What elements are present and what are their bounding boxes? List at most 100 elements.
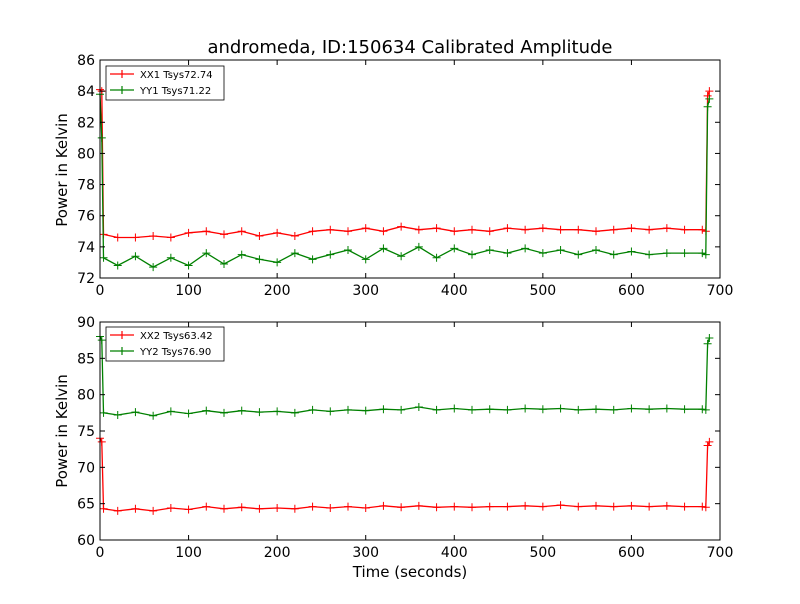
legend-label-xx1: XX1 Tsys72.74	[140, 70, 213, 81]
y-tick-label: 70	[77, 460, 95, 476]
data-point	[592, 227, 600, 236]
data-point	[202, 406, 211, 415]
data-point	[592, 245, 600, 254]
data-point	[397, 405, 406, 414]
y-tick-label: 78	[77, 178, 95, 194]
data-point	[379, 244, 388, 253]
data-point	[237, 406, 246, 415]
data-point	[131, 504, 140, 513]
data-point	[698, 502, 707, 511]
data-point	[556, 404, 565, 413]
data-point	[432, 503, 441, 512]
data-point	[326, 225, 335, 234]
series-layer	[96, 332, 714, 515]
data-point	[97, 336, 106, 345]
data-point	[705, 94, 714, 103]
x-tick-label: 400	[441, 283, 468, 299]
data-point	[273, 504, 282, 513]
data-point	[113, 411, 122, 420]
data-point	[237, 227, 246, 236]
data-point	[149, 231, 158, 240]
data-point	[290, 231, 299, 240]
data-point	[397, 252, 406, 261]
data-point	[131, 252, 140, 261]
y-tick-label: 85	[77, 351, 95, 367]
data-point	[432, 224, 441, 233]
data-point	[538, 224, 547, 233]
data-point	[414, 403, 423, 412]
data-point	[680, 405, 689, 414]
data-point	[273, 407, 282, 416]
data-point	[131, 233, 140, 242]
data-point	[485, 502, 494, 511]
data-point	[344, 502, 352, 511]
data-point	[662, 224, 671, 233]
data-point	[255, 231, 264, 240]
data-point	[698, 225, 707, 234]
data-point	[503, 224, 512, 233]
data-point	[326, 250, 335, 259]
data-point	[149, 506, 158, 515]
data-point	[397, 503, 406, 512]
data-point	[308, 255, 317, 264]
data-point	[99, 253, 108, 262]
data-point	[166, 504, 175, 513]
series-line-xx2	[99, 438, 710, 512]
data-point	[556, 225, 565, 234]
data-point	[450, 244, 459, 253]
data-point	[202, 249, 211, 258]
tick-layer: 0 100 200 300 400 500 600 700 72 74 76 78 80 82 84 86	[77, 53, 733, 299]
data-point	[184, 261, 193, 270]
y-tick-label: 74	[77, 240, 95, 256]
data-point	[99, 504, 108, 513]
x-tick-label: 700	[707, 545, 734, 561]
plot-frame	[99, 321, 721, 541]
y-tick-label: 65	[77, 497, 95, 513]
data-point	[184, 228, 193, 237]
data-point	[131, 408, 140, 417]
data-point	[503, 502, 512, 511]
x-tick-label: 700	[707, 283, 734, 299]
y-tick-label: 86	[77, 53, 95, 69]
data-point	[149, 411, 158, 420]
data-point	[521, 225, 530, 234]
data-point	[521, 244, 530, 253]
data-point	[592, 501, 600, 510]
subplot-bottom: Power in Kelvin Time (seconds) 0 100 200 30…	[53, 315, 733, 581]
data-point	[680, 225, 689, 234]
data-point	[344, 227, 352, 236]
chart-title: andromeda, ID:150634 Calibrated Amplitud…	[207, 37, 612, 58]
legend-label-yy2: YY2 Tsys76.90	[139, 347, 211, 358]
y-tick-label: 90	[77, 315, 95, 331]
data-point	[414, 225, 423, 234]
data-point	[627, 247, 636, 256]
legend-label-xx2: XX2 Tsys63.42	[140, 331, 213, 342]
data-point	[255, 504, 264, 513]
y-tick-label: 80	[77, 388, 95, 404]
data-point	[701, 250, 710, 259]
data-point	[680, 502, 689, 511]
x-tick-label: 100	[175, 545, 202, 561]
data-point	[308, 502, 317, 511]
data-point	[503, 405, 512, 414]
data-point	[538, 405, 547, 414]
x-tick-label: 600	[618, 283, 645, 299]
data-point	[379, 405, 388, 414]
data-point	[379, 501, 388, 510]
data-point	[379, 227, 388, 236]
data-point	[627, 404, 636, 413]
data-point	[432, 253, 441, 262]
data-point	[609, 250, 618, 259]
plot-frame	[99, 59, 721, 279]
data-point	[645, 250, 654, 259]
data-point	[361, 406, 370, 415]
legend: XX2 Tsys63.42 YY2 Tsys76.90	[105, 326, 225, 362]
y-tick-label: 84	[77, 84, 95, 100]
data-point	[290, 408, 299, 417]
data-point	[97, 133, 106, 142]
data-point	[166, 407, 175, 416]
data-point	[701, 503, 710, 512]
data-point	[450, 227, 459, 236]
data-point	[609, 225, 618, 234]
data-point	[468, 405, 476, 414]
